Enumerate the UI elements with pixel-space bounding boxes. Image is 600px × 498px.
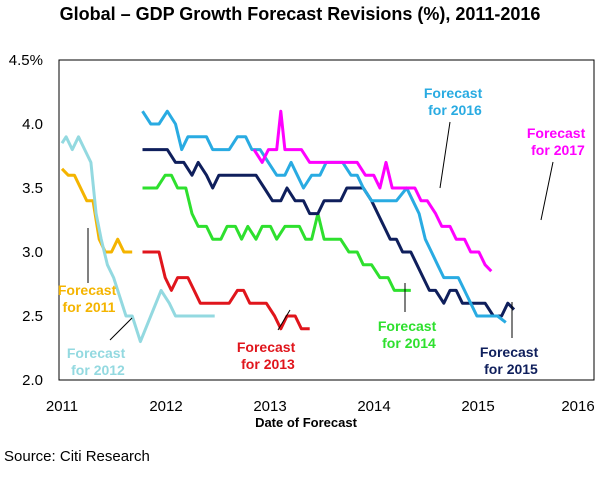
- source-note: Source: Citi Research: [4, 448, 150, 465]
- series-line-3: [142, 250, 310, 331]
- leader-line-2012: [109, 317, 133, 341]
- label-forecast-2016: Forecast for 2016: [424, 85, 486, 118]
- series-line-7: [252, 109, 493, 273]
- series-line-4: [142, 173, 411, 292]
- label-forecast-2015: Forecast for 2015: [480, 344, 542, 377]
- label-forecast-2011: Forecast for 2011: [58, 282, 120, 315]
- y-axis: 2.0 2.5 3.0 3.5 4.0 4.5%: [9, 52, 43, 389]
- label-forecast-2014: Forecast for 2014: [378, 318, 440, 351]
- y-tick-label: 3.0: [22, 244, 43, 261]
- x-tick-label: 2011: [46, 398, 78, 415]
- series-line-5: [142, 148, 516, 318]
- plot-frame: [58, 59, 595, 381]
- x-tick-label: 2016: [561, 398, 594, 415]
- x-axis-label: Date of Forecast: [255, 415, 358, 430]
- chart-title: Global – GDP Growth Forecast Revisions (…: [60, 4, 541, 24]
- leader-line-2016: [439, 121, 451, 189]
- x-tick-label: 2012: [149, 398, 182, 415]
- annotations: Forecast for 2011 Forecast for 2012 Fore…: [58, 85, 589, 378]
- x-tick-label: 2013: [253, 398, 286, 415]
- leader-line-2017: [540, 161, 554, 221]
- series-layer: [60, 109, 516, 344]
- series-line-2: [60, 135, 215, 344]
- y-tick-label: 4.5%: [9, 52, 43, 69]
- y-tick-label: 2.5: [22, 308, 43, 325]
- y-tick-label: 4.0: [22, 116, 43, 133]
- x-tick-label: 2014: [357, 398, 390, 415]
- series-line-6: [141, 109, 507, 324]
- x-tick-label: 2015: [461, 398, 494, 415]
- label-forecast-2012: Forecast for 2012: [67, 345, 129, 378]
- y-tick-label: 2.0: [22, 372, 43, 389]
- label-forecast-2017: Forecast for 2017: [527, 125, 589, 158]
- y-tick-label: 3.5: [22, 180, 43, 197]
- leader-line-2013: [277, 309, 291, 331]
- x-axis: 2011 2012 2013 2014 2015 2016: [46, 398, 595, 415]
- label-forecast-2013: Forecast for 2013: [237, 339, 299, 372]
